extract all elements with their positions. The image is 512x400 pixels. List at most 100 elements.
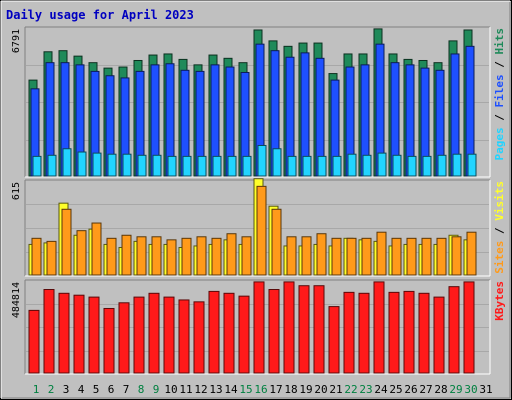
x-tick-label: 13	[209, 383, 222, 396]
sites-bar	[466, 231, 477, 276]
kbytes-bar	[193, 301, 205, 374]
kbytes-bar	[43, 289, 55, 374]
pages-bar	[77, 151, 87, 177]
sites-bar	[181, 237, 192, 276]
sites-bar	[166, 239, 177, 276]
legend-hits: Hits	[493, 28, 506, 55]
sites-bar	[211, 237, 222, 276]
sites-bar	[241, 236, 252, 276]
kbytes-bar	[238, 295, 250, 374]
visits-sites-y-tick-label: 615	[11, 182, 22, 200]
x-tick-label: 26	[404, 383, 417, 396]
sites-bar	[256, 185, 267, 276]
kbytes-bar	[343, 291, 355, 374]
kbytes-bar	[223, 292, 235, 374]
pages-bar	[377, 152, 387, 177]
sites-bar	[46, 240, 57, 276]
kbytes-legend: KBytes	[493, 281, 506, 321]
kbytes-bar	[433, 296, 445, 374]
sites-bar	[346, 237, 357, 276]
x-tick-label: 4	[78, 383, 85, 396]
sites-bar	[376, 231, 387, 276]
pages-bar	[437, 154, 447, 177]
sites-bar	[451, 236, 462, 276]
kbytes-bar	[358, 292, 370, 374]
pages-bar	[422, 155, 432, 177]
x-tick-label: 6	[108, 383, 115, 396]
kbytes-bar	[208, 290, 220, 374]
pages-bar	[197, 155, 207, 177]
x-tick-label: 29	[449, 383, 462, 396]
pages-bar	[272, 148, 282, 177]
x-tick-label: 21	[329, 383, 342, 396]
sites-bar	[361, 237, 372, 276]
pages-bar	[167, 155, 177, 177]
kbytes-bar	[418, 292, 430, 374]
legend-separator: /	[493, 108, 506, 128]
legend-sites: Sites	[493, 241, 506, 274]
kbytes-bar	[328, 306, 340, 374]
sites-bar	[61, 208, 72, 276]
sites-bar	[31, 237, 42, 276]
pages-bar	[92, 152, 102, 177]
legend-kbytes: KBytes	[493, 281, 506, 321]
pages-bar	[302, 155, 312, 177]
x-tick-label: 10	[164, 383, 177, 396]
legend-visits: Visits	[493, 181, 506, 221]
sites-bar	[226, 233, 237, 276]
pages-bar	[227, 155, 237, 177]
sites-bar	[106, 237, 117, 276]
kbytes-bar	[268, 289, 280, 374]
sites-bar	[196, 236, 207, 276]
pages-bar	[137, 154, 147, 177]
sites-bar	[406, 237, 417, 276]
pages-bar	[392, 154, 402, 177]
x-tick-label: 20	[314, 383, 327, 396]
hits-files-pages-legend: Pages / Files / Hits	[493, 28, 506, 161]
sites-bar	[286, 236, 297, 276]
x-tick-label: 28	[434, 383, 447, 396]
kbytes-bar	[73, 294, 85, 374]
x-tick-label: 17	[269, 383, 282, 396]
kbytes-bar	[283, 281, 295, 374]
x-tick-label: 22	[344, 383, 357, 396]
pages-bar	[122, 153, 132, 177]
kbytes-bar	[448, 286, 460, 374]
kbytes-bar	[163, 296, 175, 374]
pages-bar	[452, 153, 462, 177]
legend-separator: /	[493, 221, 506, 241]
x-tick-label: 30	[464, 383, 477, 396]
x-tick-label: 3	[63, 383, 70, 396]
x-tick-label: 12	[194, 383, 207, 396]
pages-bar	[257, 144, 267, 177]
sites-bar	[271, 208, 282, 276]
sites-bar	[436, 237, 447, 276]
kbytes-bar	[178, 299, 190, 374]
x-tick-label: 27	[419, 383, 432, 396]
kbytes-bar	[118, 302, 130, 374]
x-tick-label: 23	[359, 383, 372, 396]
x-tick-label: 15	[239, 383, 252, 396]
kbytes-bar	[313, 285, 325, 374]
visits-sites-legend: Sites / Visits	[493, 181, 506, 274]
kbytes-bar	[148, 292, 160, 374]
kbytes-bar	[28, 309, 40, 374]
sites-bar	[391, 237, 402, 276]
chart-title: Daily usage for April 2023	[6, 8, 194, 22]
pages-bar	[467, 153, 477, 177]
kbytes-bar	[58, 292, 70, 374]
pages-bar	[32, 155, 42, 177]
kbytes-bar	[133, 296, 145, 374]
kbytes-bar	[463, 281, 475, 374]
legend-files: Files	[493, 74, 506, 107]
legend-separator: /	[493, 55, 506, 75]
pages-bar	[347, 153, 357, 177]
pages-bar	[287, 155, 297, 177]
kbytes-bar	[253, 281, 265, 374]
sites-bar	[91, 222, 102, 276]
pages-bar	[362, 154, 372, 177]
hits-files-pages-y-tick-label: 6791	[11, 29, 22, 53]
x-tick-label: 5	[93, 383, 100, 396]
kbytes-bar	[373, 281, 385, 374]
